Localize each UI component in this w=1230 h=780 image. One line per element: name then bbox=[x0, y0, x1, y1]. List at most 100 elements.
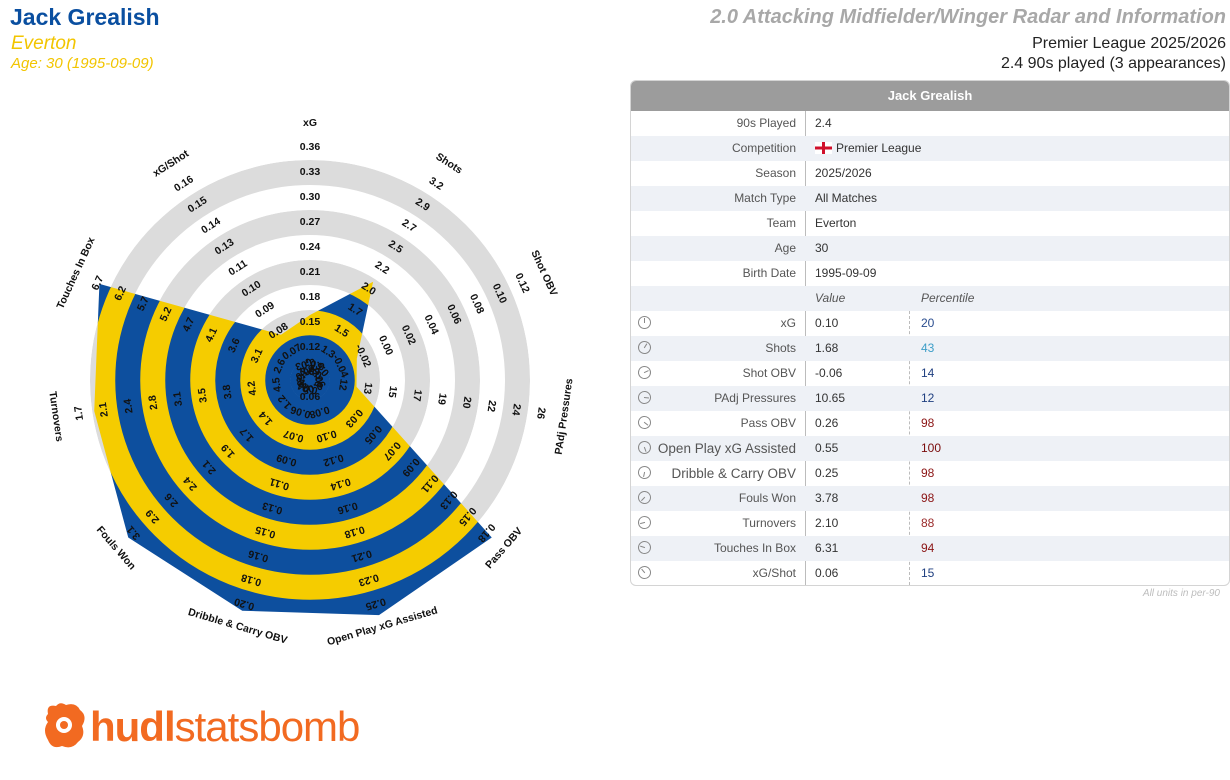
logo-wordmark: hudlstatsbomb bbox=[90, 700, 361, 754]
tick-label: 2.1 bbox=[97, 401, 111, 417]
stat-label: PAdj Pressures bbox=[714, 391, 796, 405]
stat-percentile: 15 bbox=[921, 566, 935, 580]
stat-label: Shots bbox=[765, 341, 796, 355]
tick-label: 4.1 bbox=[203, 326, 220, 344]
tick-label: 12 bbox=[336, 378, 350, 391]
axis-label: Turnovers bbox=[46, 391, 65, 443]
info-row: Season 2025/2026 bbox=[631, 161, 1229, 186]
tick-label: 0.16 bbox=[247, 547, 270, 564]
tick-label: 0.27 bbox=[300, 216, 321, 228]
tick-label: 3.1 bbox=[249, 347, 266, 365]
logo-thin: statsbomb bbox=[174, 703, 361, 750]
column-heading-row: Value Percentile bbox=[631, 286, 1229, 311]
radar-band bbox=[94, 281, 492, 601]
stat-label: Touches In Box bbox=[713, 541, 796, 555]
radar-band bbox=[94, 281, 492, 616]
info-value: 1995-09-09 bbox=[815, 261, 876, 286]
tick-label: 0.12 bbox=[322, 451, 345, 468]
stat-dial-icon bbox=[638, 316, 651, 329]
info-value-text: 30 bbox=[815, 241, 829, 255]
stat-value: 0.06 bbox=[815, 566, 839, 580]
info-row: Age 30 bbox=[631, 236, 1229, 261]
info-label: Birth Date bbox=[742, 266, 796, 280]
tick-label: 3.1 bbox=[171, 391, 185, 407]
info-value: 2025/2026 bbox=[815, 161, 872, 186]
stat-label: Pass OBV bbox=[740, 416, 796, 430]
stat-row: xG/Shot 0.06 15 bbox=[631, 561, 1229, 585]
stat-value: -0.06 bbox=[815, 366, 843, 380]
axis-label: xG bbox=[303, 117, 317, 129]
tick-label: 0.18 bbox=[300, 291, 321, 303]
team-name: Everton bbox=[11, 33, 77, 54]
table-header: Jack Grealish bbox=[631, 81, 1229, 111]
tick-label: 6.2 bbox=[112, 284, 129, 302]
tick-label: 2.8 bbox=[146, 394, 160, 410]
stat-row: Dribble & Carry OBV 0.25 98 bbox=[631, 461, 1229, 486]
tick-label: 3.6 bbox=[226, 336, 243, 354]
tick-label: 2.6 bbox=[271, 357, 288, 375]
tick-label: 0.21 bbox=[350, 547, 373, 564]
stat-row: PAdj Pressures 10.65 12 bbox=[631, 386, 1229, 411]
tick-label: 0.08 bbox=[308, 403, 331, 420]
tick-label: 3.5 bbox=[196, 387, 210, 403]
tick-label: 4.9 bbox=[295, 373, 309, 389]
england-flag-icon bbox=[815, 142, 832, 154]
played-line: 2.4 90s played (3 appearances) bbox=[1000, 55, 1226, 72]
hudl-statsbomb-logo: hudlstatsbomb bbox=[42, 700, 360, 754]
tick-label: 6.7 bbox=[89, 274, 106, 292]
tick-label: 26 bbox=[534, 407, 548, 420]
stat-row: Shots 1.68 43 bbox=[631, 336, 1229, 361]
tick-label: 4.7 bbox=[180, 315, 197, 333]
tick-label: 0.33 bbox=[300, 166, 321, 178]
info-value: All Matches bbox=[815, 186, 877, 211]
stat-value: 0.55 bbox=[815, 441, 839, 455]
radar-band bbox=[114, 281, 492, 576]
stat-value: 2.10 bbox=[815, 516, 839, 530]
tick-label: 0.21 bbox=[300, 266, 321, 278]
info-value-text: 2025/2026 bbox=[815, 166, 872, 180]
tick-label: 0.11 bbox=[268, 475, 291, 492]
info-label: Competition bbox=[731, 141, 796, 155]
tick-label: 0.10 bbox=[315, 427, 338, 444]
info-row: Competition Premier League bbox=[631, 136, 1229, 161]
tick-label: 0.25 bbox=[364, 595, 387, 612]
tick-label: 1.7 bbox=[72, 405, 86, 421]
info-table: Jack Grealish 90s Played 2.4 Competition Pr… bbox=[630, 80, 1230, 586]
tick-label: 2.4 bbox=[122, 398, 136, 414]
col-value-heading: Value bbox=[815, 291, 846, 305]
tick-label: 0.13 bbox=[261, 499, 284, 516]
info-label: 90s Played bbox=[736, 116, 796, 130]
tick-label: 0.07 bbox=[282, 427, 305, 444]
stat-row: Touches In Box 6.31 94 bbox=[631, 536, 1229, 561]
tick-label: 0.18 bbox=[240, 571, 263, 588]
info-row: 90s Played 2.4 bbox=[631, 111, 1229, 136]
tick-label: 13 bbox=[361, 382, 375, 395]
stat-row: xG 0.10 20 bbox=[631, 311, 1229, 336]
info-label: Team bbox=[766, 216, 796, 230]
info-value-text: Premier League bbox=[836, 141, 922, 155]
info-label: Match Type bbox=[734, 191, 796, 205]
stat-label: xG bbox=[780, 316, 796, 330]
stat-label: Shot OBV bbox=[742, 366, 796, 380]
stat-value: 10.65 bbox=[815, 391, 846, 405]
stat-percentile: 100 bbox=[921, 441, 942, 455]
hudl-logo-icon bbox=[45, 703, 85, 748]
radar-center bbox=[290, 360, 330, 400]
col-percentile-heading: Percentile bbox=[921, 291, 975, 305]
player-name: Jack Grealish bbox=[10, 4, 160, 30]
axis-label: PAdj Pressures bbox=[553, 378, 576, 456]
stat-value: 0.10 bbox=[815, 316, 839, 330]
units-note: All units in per-90 bbox=[1142, 588, 1220, 599]
tick-label: 0.23 bbox=[357, 571, 380, 588]
tick-label: 0.04 bbox=[296, 379, 319, 396]
stat-percentile: 98 bbox=[921, 466, 935, 480]
stat-value: 0.26 bbox=[815, 416, 839, 430]
tick-label: 0.30 bbox=[300, 191, 321, 203]
info-label: Age bbox=[774, 241, 796, 255]
stat-label: Fouls Won bbox=[738, 491, 796, 505]
stat-percentile: 98 bbox=[921, 491, 935, 505]
stat-percentile: 94 bbox=[921, 541, 935, 555]
tick-label: 2.1 bbox=[294, 367, 311, 385]
stat-row: Shot OBV -0.06 14 bbox=[631, 361, 1229, 386]
stat-percentile: 12 bbox=[921, 391, 935, 405]
